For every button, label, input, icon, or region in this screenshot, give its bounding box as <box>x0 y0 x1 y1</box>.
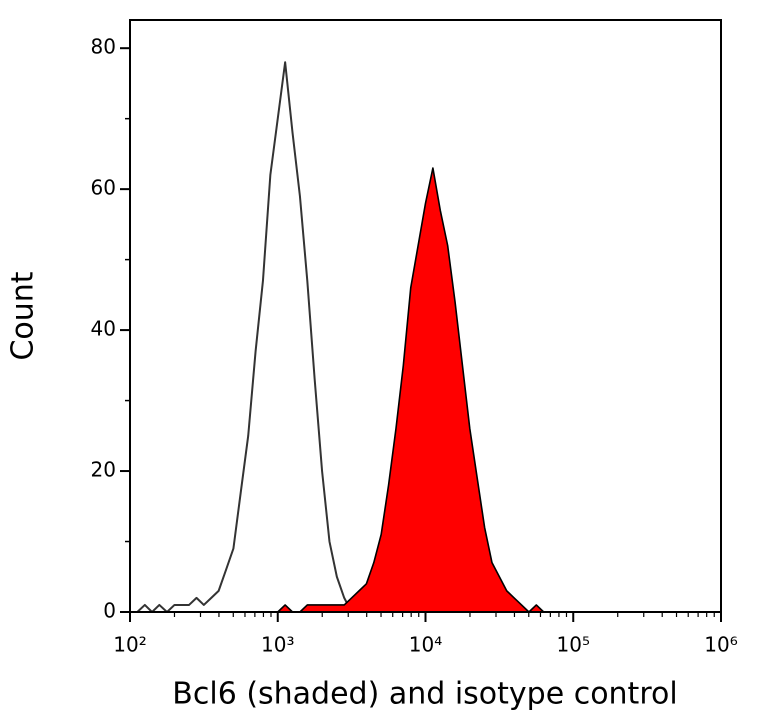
y-tick-label: 60 <box>91 176 116 200</box>
x-tick-label: 10³ <box>261 633 294 657</box>
x-tick-label: 10⁴ <box>409 633 442 657</box>
y-tick-label: 80 <box>91 35 116 59</box>
x-tick-label: 10⁶ <box>704 633 737 657</box>
x-tick-label: 10² <box>113 633 146 657</box>
y-tick-label: 40 <box>91 317 116 341</box>
x-axis-label: Bcl6 (shaded) and isotype control <box>172 677 677 712</box>
y-axis-label: Count <box>6 271 41 360</box>
y-tick-label: 20 <box>91 458 116 482</box>
y-tick-label: 0 <box>103 599 116 623</box>
shaded-histogram <box>130 167 721 613</box>
x-tick-label: 10⁵ <box>557 633 590 657</box>
